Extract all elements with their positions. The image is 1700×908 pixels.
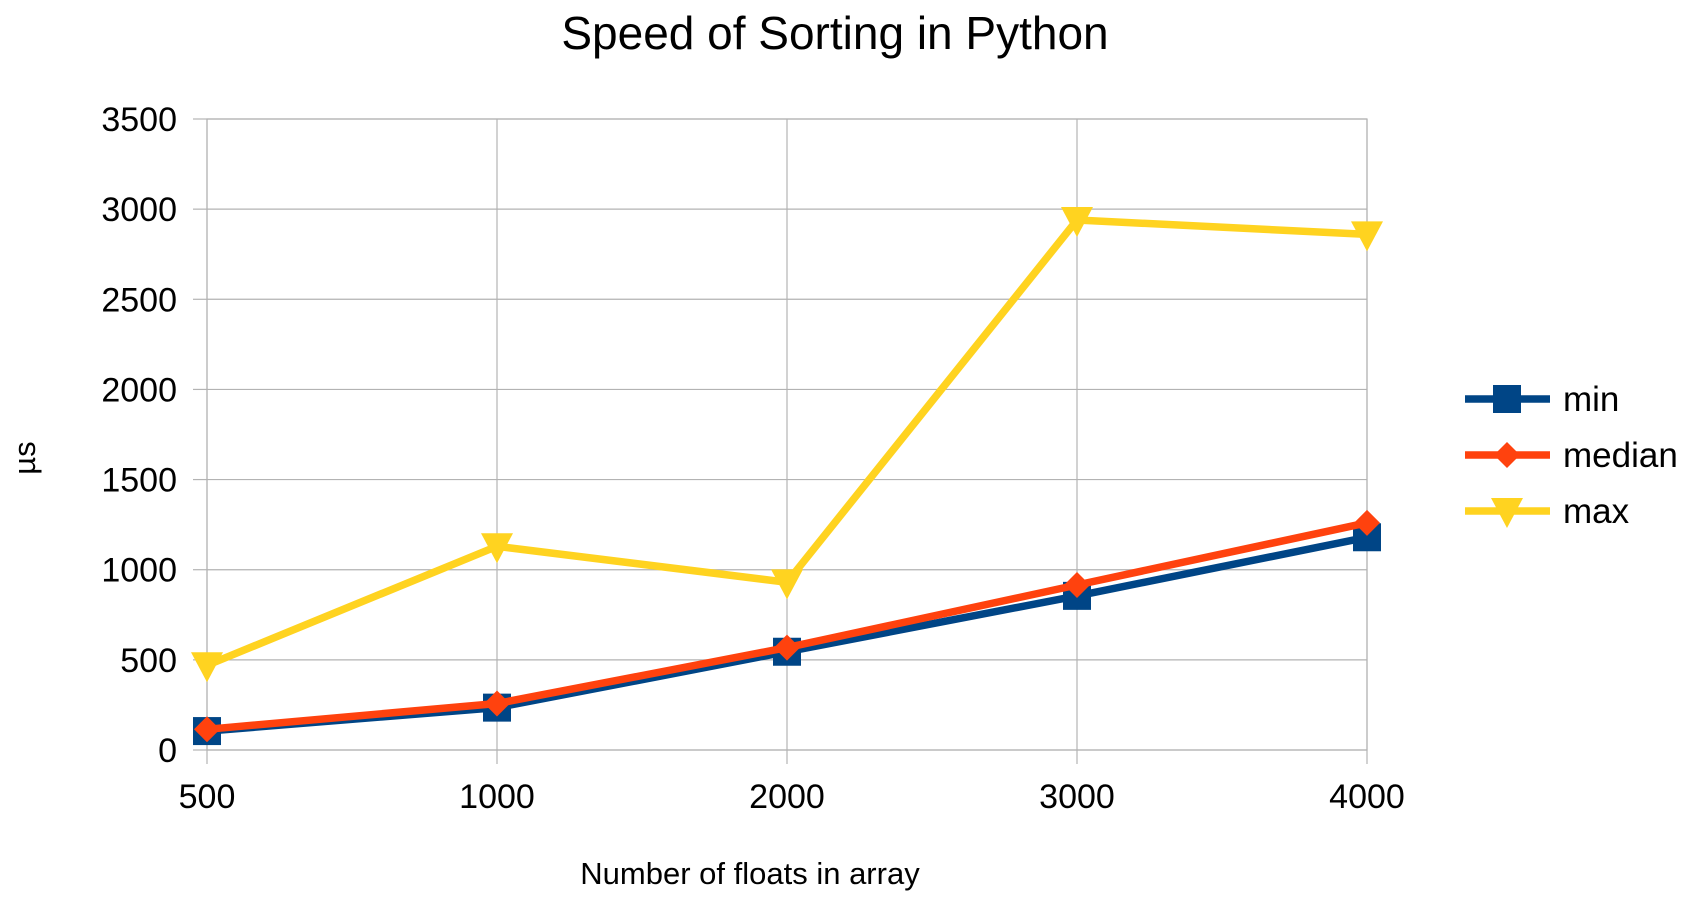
y-tick-label: 1500 [101,462,177,500]
y-tick-labels: 0 500 1000 1500 2000 2500 3000 3500 [101,101,177,770]
axes [193,118,1368,751]
data-point-median [1354,509,1380,536]
data-point-median [774,634,800,661]
legend-item-median: median [1465,436,1678,475]
data-point-median [194,716,220,743]
x-tick-label: 500 [179,778,236,816]
legend-swatch-marker [1494,442,1520,468]
x-tick-label: 1000 [459,778,535,816]
y-tick-label: 3500 [101,101,177,139]
data-point-max [191,652,223,683]
legend-swatch-marker [1491,498,1523,528]
y-tick-label: 2000 [101,371,177,409]
plot-area-frame [206,118,1368,751]
y-tick-label: 2500 [101,281,177,319]
x-tick-labels: 500 1000 2000 3000 4000 [179,778,1405,816]
y-axis-title: µs [7,441,42,474]
data-point-max [1061,206,1093,237]
legend: min median max [1465,380,1678,531]
data-point-max [771,569,803,600]
legend-swatch-marker [1493,385,1521,413]
y-tick-label: 500 [120,642,177,680]
series-median [194,509,1380,743]
legend-item-min: min [1465,380,1619,419]
legend-label: max [1563,492,1630,531]
data-point-median [484,690,510,717]
legend-label: median [1563,436,1678,475]
y-tick-label: 1000 [101,552,177,590]
chart-title: Speed of Sorting in Python [561,7,1108,59]
y-tick-label: 0 [158,732,177,770]
legend-label: min [1563,380,1619,419]
data-point-median [1064,572,1090,599]
y-tick-label: 3000 [101,191,177,229]
grid-lines [206,118,1368,764]
legend-item-max: max [1465,492,1630,531]
x-tick-label: 4000 [1329,778,1405,816]
data-series [191,206,1383,746]
series-max [191,206,1383,683]
x-axis-title: Number of floats in array [580,856,920,891]
data-point-max [1351,221,1383,252]
x-tick-label: 3000 [1039,778,1115,816]
x-tick-label: 2000 [749,778,825,816]
data-point-max [481,533,513,564]
